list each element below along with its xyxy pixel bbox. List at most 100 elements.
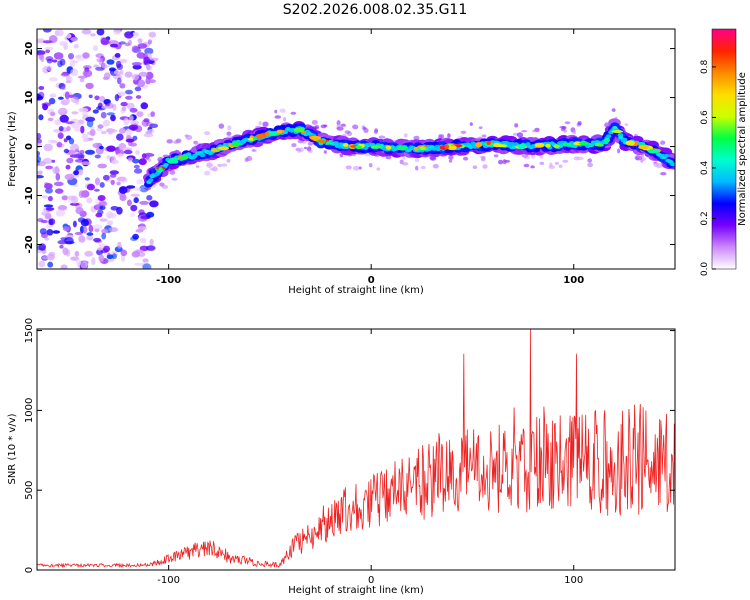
noise-blob (111, 253, 117, 260)
noise-blob (54, 188, 64, 194)
noise-blob (66, 33, 72, 39)
noise-blob (47, 261, 54, 268)
noise-blob (99, 218, 108, 222)
halo-blob (274, 115, 282, 119)
halo-blob (462, 156, 469, 161)
noise-blob (71, 60, 79, 64)
halo-blob (640, 159, 644, 163)
noise-blob (93, 237, 102, 243)
noise-blob (37, 155, 42, 163)
noise-blob (113, 29, 121, 35)
noise-blob (86, 197, 93, 204)
ridge-blob (148, 178, 154, 183)
noise-blob (100, 37, 109, 46)
noise-blob (46, 58, 53, 64)
noise-blob (106, 59, 115, 65)
noise-blob (79, 78, 85, 83)
noise-blob (73, 170, 79, 176)
noise-blob (94, 188, 100, 192)
noise-blob (101, 62, 107, 69)
noise-blob (123, 117, 130, 126)
noise-blob (124, 71, 133, 78)
ridge-blob (605, 134, 612, 139)
noise-blob (94, 154, 101, 159)
halo-blob (561, 126, 567, 130)
noise-blob (119, 194, 127, 201)
spectrogram-frame (36, 28, 676, 270)
halo-blob (314, 125, 320, 130)
halo-blob (148, 158, 152, 162)
noise-blob (125, 128, 132, 137)
ridge-blob (618, 135, 624, 140)
halo-blob (577, 121, 582, 126)
noise-blob (146, 195, 153, 201)
halo-blob (204, 170, 211, 176)
halo-blob (339, 153, 344, 158)
halo-blob (429, 156, 437, 161)
hot-spot (638, 145, 649, 150)
snr-ylabel: SNR (10 * v/v) (7, 413, 18, 484)
noise-blob (66, 125, 71, 132)
halo-blob (432, 163, 439, 169)
ridge-blob (621, 137, 628, 142)
halo-blob (262, 121, 269, 127)
noise-blob (52, 166, 60, 175)
halo-blob (448, 155, 454, 160)
halo-blob (531, 129, 539, 133)
noise-blob (119, 83, 126, 89)
colorbar-tick-label: 0.8 (700, 59, 710, 74)
halo-blob (323, 150, 327, 154)
halo-blob (478, 126, 483, 129)
noise-blob (67, 199, 72, 204)
colorbar-tick-label: 0.0 (700, 262, 710, 277)
noise-blob (117, 91, 127, 97)
ridge-blob (525, 142, 531, 147)
noise-blob (74, 231, 83, 236)
noise-blob (77, 217, 86, 223)
noise-blob (118, 127, 126, 134)
noise-blob (130, 120, 140, 125)
y-tick-label: -10 (24, 186, 35, 204)
hot-spot (309, 135, 322, 140)
noise-blob (84, 177, 90, 181)
noise-blob (132, 64, 142, 70)
noise-blob (40, 54, 45, 62)
x-tick-label: 0 (368, 575, 374, 586)
halo-blob (385, 155, 392, 160)
noise-blob (62, 226, 70, 232)
noise-blob (116, 153, 124, 158)
noise-blob (141, 153, 147, 159)
halo-blob (374, 128, 379, 133)
noise-blob (114, 53, 121, 58)
hot-spot (534, 142, 545, 148)
halo-blob (378, 135, 386, 139)
noise-blob (37, 170, 43, 176)
noise-blob (90, 33, 96, 37)
hot-spot (355, 145, 363, 150)
noise-blob (47, 117, 54, 122)
halo-blob (171, 177, 178, 181)
noise-blob (72, 220, 77, 228)
halo-blob (587, 158, 593, 163)
noise-blob (92, 109, 99, 114)
hot-spot (419, 146, 426, 151)
halo-blob (246, 155, 253, 162)
noise-blob (41, 232, 48, 239)
noise-blob (98, 254, 105, 263)
halo-blob (185, 135, 193, 140)
ridge-blob (671, 162, 675, 167)
halo-blob (521, 130, 528, 133)
noise-blob (53, 52, 64, 60)
noise-blob (42, 103, 49, 111)
halo-blob (376, 167, 381, 171)
hot-spot (517, 144, 526, 150)
halo-blob (336, 126, 344, 131)
halo-blob (498, 159, 504, 165)
noise-blob (144, 186, 152, 191)
noise-blob (48, 97, 56, 105)
noise-blob (69, 154, 80, 158)
x-tick-label: 0 (368, 275, 375, 286)
noise-blob (53, 181, 64, 187)
